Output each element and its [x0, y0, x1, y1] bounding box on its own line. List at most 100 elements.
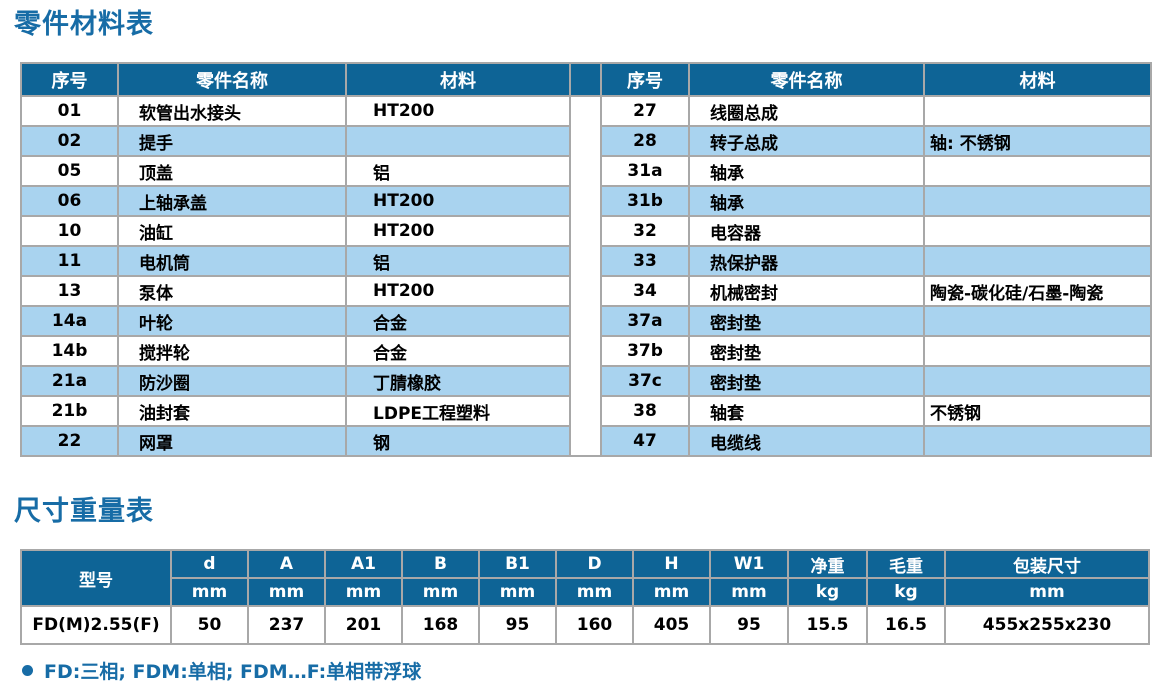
dim-col-header: A1 [324, 549, 403, 579]
part-material-cell [923, 155, 1152, 187]
part-material-cell: 铝 [345, 155, 571, 187]
parts-table-header-row: 序号 零件名称 材料 序号 零件名称 材料 [20, 62, 1152, 97]
dim-col-header: W1 [709, 549, 789, 579]
part-name-cell: 密封垫 [688, 335, 925, 367]
part-name-cell: 轴套 [688, 395, 925, 427]
dim-unit-header: mm [709, 577, 789, 607]
parts-row: 05 顶盖铝 31a 轴承 [20, 155, 1152, 187]
part-material-cell: 轴: 不锈钢 [923, 125, 1152, 157]
part-no-cell: 31a [600, 155, 690, 187]
part-no-cell: 32 [600, 215, 690, 247]
dims-table-header-row-labels: 型号 d A A1 B B1 D H W1 净重 毛重 包装尺寸 [20, 549, 1150, 607]
part-material-cell: 合金 [345, 305, 571, 337]
part-material-cell: 钢 [345, 425, 571, 457]
dim-col-header: A [247, 549, 326, 579]
part-no-cell: 11 [20, 245, 119, 277]
part-no-cell: 13 [20, 275, 119, 307]
part-name-cell: 网罩 [117, 425, 347, 457]
part-name-cell: 电机筒 [117, 245, 347, 277]
parts-table-title: 零件材料表 [14, 9, 154, 40]
part-name-cell: 密封垫 [688, 365, 925, 397]
dim-col-header: 包装尺寸 [944, 549, 1150, 579]
col-header-name: 零件名称 [688, 62, 925, 97]
part-material-cell: 铝 [345, 245, 571, 277]
dim-col-header: 净重 [787, 549, 868, 579]
part-material-cell [923, 215, 1152, 247]
part-no-cell: 47 [600, 425, 690, 457]
parts-row: 10 油缸 HT200 32 电容器 [20, 215, 1152, 247]
dim-value-cell: 455x255x230 [944, 605, 1150, 645]
dim-value-cell: 95 [709, 605, 789, 645]
col-header-no: 序号 [600, 62, 690, 97]
part-material-cell [923, 245, 1152, 277]
part-no-cell: 28 [600, 125, 690, 157]
parts-row: 11 电机筒铝 33 热保护器 [20, 245, 1152, 277]
part-material-cell: 陶瓷-碳化硅/石墨-陶瓷 [923, 275, 1152, 307]
part-name-cell: 软管出水接头 [117, 95, 347, 127]
part-name-cell: 轴承 [688, 155, 925, 187]
dims-table-title: 尺寸重量表 [14, 496, 154, 527]
parts-row: 14a 叶轮 合金 37a 密封垫 [20, 305, 1152, 337]
part-no-cell: 01 [20, 95, 119, 127]
part-name-cell: 油封套 [117, 395, 347, 427]
part-name-cell: 机械密封 [688, 275, 925, 307]
part-material-cell: HT200 [345, 215, 571, 247]
dim-value-cell: 15.5 [787, 605, 868, 645]
part-material-cell: LDPE工程塑料 [345, 395, 571, 427]
part-material-cell: HT200 [345, 275, 571, 307]
spacer-cell [569, 95, 602, 457]
part-name-cell: 油缸 [117, 215, 347, 247]
part-no-cell: 33 [600, 245, 690, 277]
part-material-cell: 合金 [345, 335, 571, 367]
part-name-cell: 顶盖 [117, 155, 347, 187]
part-no-cell: 21a [20, 365, 119, 397]
part-no-cell: 05 [20, 155, 119, 187]
dim-value-cell: 237 [247, 605, 326, 645]
dim-value-cell: 50 [170, 605, 249, 645]
spacer-header [569, 62, 602, 97]
part-name-cell: 轴承 [688, 185, 925, 217]
dim-col-header: d [170, 549, 249, 579]
part-no-cell: 10 [20, 215, 119, 247]
footnote: FD:三相; FDM:单相; FDM…F:单相带浮球 [22, 657, 1169, 684]
dim-unit-header: mm [478, 577, 557, 607]
part-name-cell: 搅拌轮 [117, 335, 347, 367]
parts-row: 06 上轴承盖 HT200 31b 轴承 [20, 185, 1152, 217]
part-material-cell: 丁腈橡胶 [345, 365, 571, 397]
part-no-cell: 02 [20, 125, 119, 157]
part-name-cell: 转子总成 [688, 125, 925, 157]
part-no-cell: 14b [20, 335, 119, 367]
part-no-cell: 06 [20, 185, 119, 217]
part-material-cell: HT200 [345, 95, 571, 127]
col-header-no: 序号 [20, 62, 119, 97]
part-no-cell: 37b [600, 335, 690, 367]
part-name-cell: 提手 [117, 125, 347, 157]
part-no-cell: 27 [600, 95, 690, 127]
bullet-icon [22, 665, 33, 676]
part-name-cell: 电缆线 [688, 425, 925, 457]
part-name-cell: 热保护器 [688, 245, 925, 277]
dim-col-header: H [632, 549, 711, 579]
dim-value-cell: 405 [632, 605, 711, 645]
col-header-material: 材料 [923, 62, 1152, 97]
parts-row: 13 泵体 HT200 34 机械密封 陶瓷-碳化硅/石墨-陶瓷 [20, 275, 1152, 307]
part-name-cell: 叶轮 [117, 305, 347, 337]
dim-unit-header: kg [866, 577, 946, 607]
part-no-cell: 21b [20, 395, 119, 427]
dim-unit-header: mm [632, 577, 711, 607]
col-header-material: 材料 [345, 62, 571, 97]
dim-value-cell: 168 [401, 605, 480, 645]
parts-material-table: 序号 零件名称 材料 序号 零件名称 材料 01 软管出水接头 HT200 27 线圈总成 02 提手… [20, 62, 1152, 457]
part-name-cell: 防沙圈 [117, 365, 347, 397]
parts-row: 21b 油封套 LDPE工程塑料 38 轴套 不锈钢 [20, 395, 1152, 427]
part-material-cell: 不锈钢 [923, 395, 1152, 427]
dim-value-cell: 95 [478, 605, 557, 645]
part-name-cell: 电容器 [688, 215, 925, 247]
parts-table-body: 01 软管出水接头 HT200 27 线圈总成 02 提手 28 转子总成 轴: 不锈钢 05 顶盖铝… [20, 95, 1152, 457]
dims-table-header-row-units: mm mm mm mm mm mm mm mm kg kg mm [21, 577, 1150, 607]
dim-col-header: B [401, 549, 480, 579]
part-name-cell: 线圈总成 [688, 95, 925, 127]
dim-unit-header: mm [944, 577, 1150, 607]
dim-unit-header: mm [555, 577, 634, 607]
